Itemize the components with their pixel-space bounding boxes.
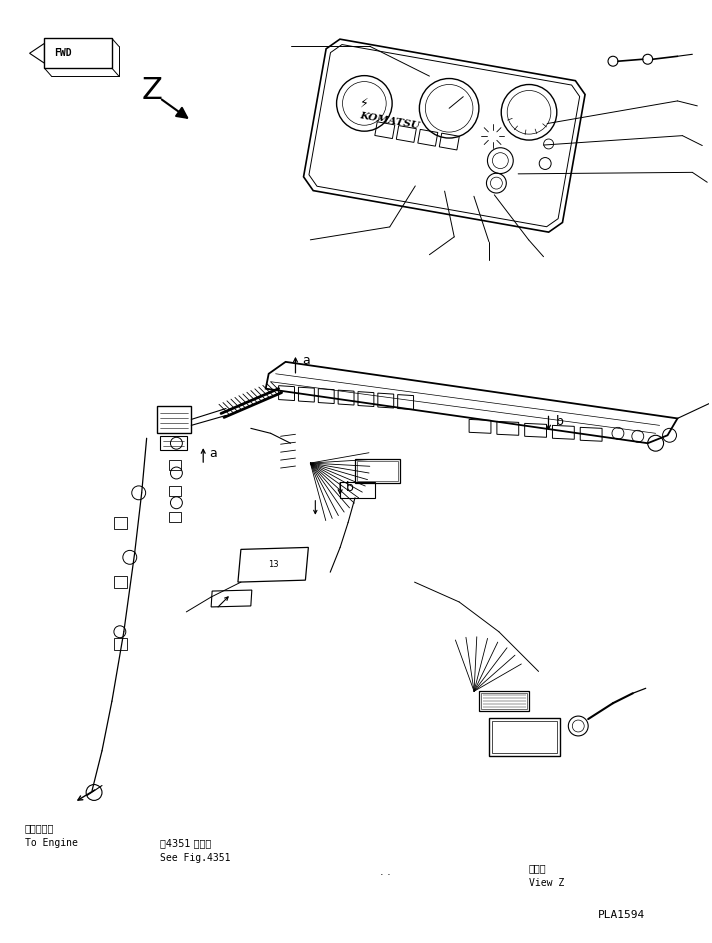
Text: KOMATSU: KOMATSU bbox=[359, 111, 421, 130]
Bar bbox=[492, 721, 557, 753]
Bar bbox=[357, 461, 398, 481]
Bar bbox=[169, 486, 182, 496]
Text: PLA1594: PLA1594 bbox=[598, 909, 645, 919]
Text: To Engine: To Engine bbox=[25, 838, 78, 848]
Bar bbox=[489, 718, 560, 755]
Text: 13: 13 bbox=[268, 560, 279, 569]
Bar bbox=[114, 576, 127, 588]
Bar bbox=[114, 637, 127, 650]
Bar bbox=[169, 460, 182, 470]
Text: b: b bbox=[346, 481, 354, 494]
Text: b: b bbox=[555, 415, 563, 428]
Text: エンジンへ: エンジンへ bbox=[25, 823, 54, 834]
Text: 第4351 図参照: 第4351 図参照 bbox=[159, 838, 211, 848]
Bar bbox=[114, 517, 127, 528]
Bar bbox=[169, 512, 182, 521]
Bar bbox=[479, 691, 528, 711]
Text: . .: . . bbox=[379, 867, 391, 877]
Text: Ｚ　視: Ｚ 視 bbox=[528, 863, 546, 873]
Text: Z: Z bbox=[142, 76, 162, 106]
Bar bbox=[157, 405, 192, 433]
Text: View Z: View Z bbox=[528, 878, 564, 887]
Text: ⚡: ⚡ bbox=[360, 97, 369, 110]
Text: a: a bbox=[209, 447, 217, 459]
Bar bbox=[159, 437, 187, 450]
Text: See Fig.4351: See Fig.4351 bbox=[159, 853, 230, 863]
Bar bbox=[355, 459, 399, 483]
Bar bbox=[481, 693, 527, 709]
Bar bbox=[340, 482, 375, 498]
Text: FWD: FWD bbox=[54, 48, 72, 58]
Text: a: a bbox=[303, 355, 310, 368]
